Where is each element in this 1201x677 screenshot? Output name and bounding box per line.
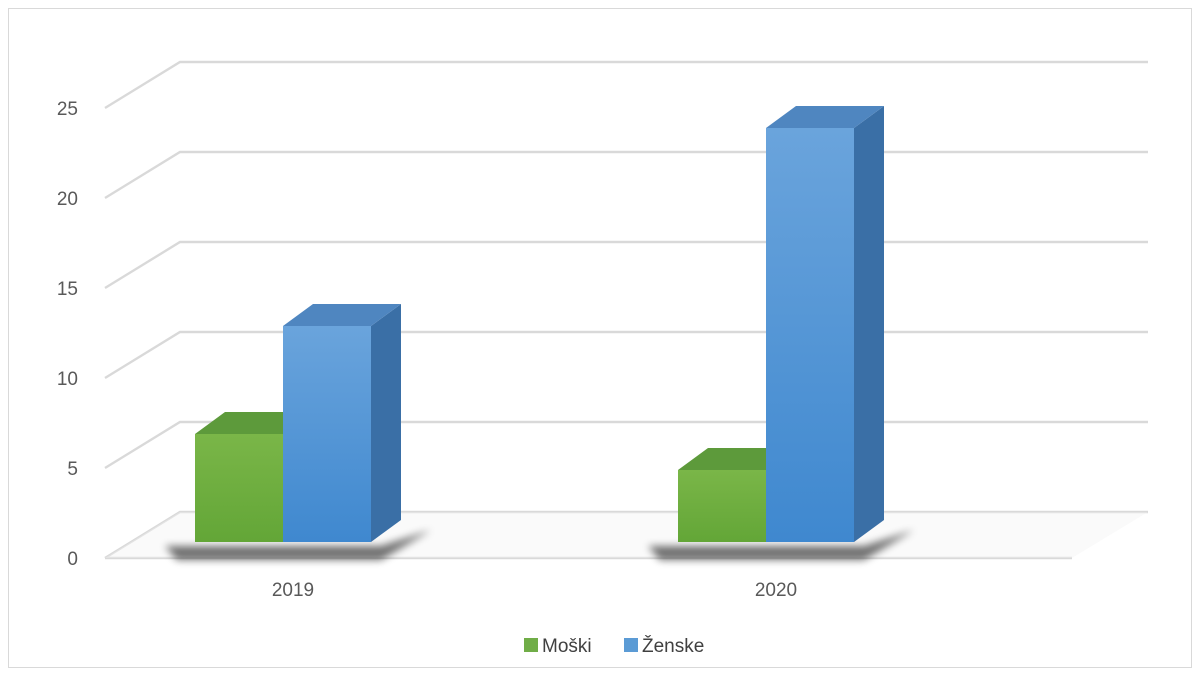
x-tick-label-2020: 2020 <box>755 580 797 601</box>
bar-shadow-2019 <box>165 530 431 560</box>
bar-Ženske-2020 <box>766 106 884 542</box>
legend-item-Ženske: Ženske <box>624 635 704 657</box>
y-tick-label-20: 20 <box>57 189 78 210</box>
bar-shadow-2020 <box>648 530 914 560</box>
x-tick-label-2019: 2019 <box>272 580 314 601</box>
y-tick-label-0: 0 <box>67 549 78 570</box>
legend-label-Moški: Moški <box>542 636 592 657</box>
gridline-25 <box>104 60 1148 110</box>
legend-label-Ženske: Ženske <box>642 635 704 657</box>
legend-item-Moški: Moški <box>524 636 592 657</box>
y-tick-label-10: 10 <box>57 369 78 390</box>
gridline-20 <box>104 150 1148 200</box>
gridline-10 <box>104 330 1148 380</box>
legend-swatch-Moški <box>524 638 538 652</box>
y-tick-label-15: 15 <box>57 279 78 300</box>
y-tick-label-5: 5 <box>67 459 78 480</box>
gridline-15 <box>104 240 1148 290</box>
bar-Ženske-2019 <box>283 304 401 542</box>
y-tick-label-25: 25 <box>57 99 78 120</box>
legend-swatch-Ženske <box>624 638 638 652</box>
